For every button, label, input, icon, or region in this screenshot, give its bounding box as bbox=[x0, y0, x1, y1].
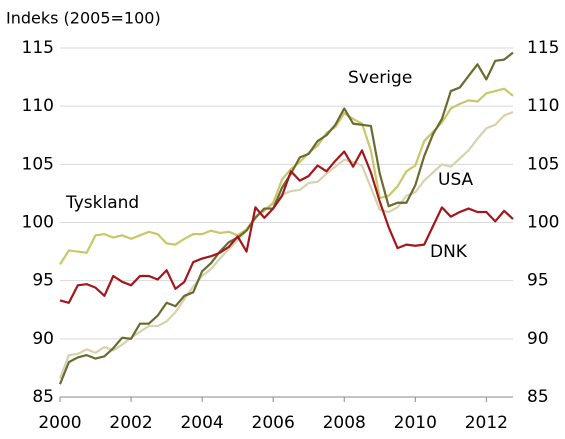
y2-tick-label: 90 bbox=[527, 329, 549, 349]
series-label: USA bbox=[438, 170, 474, 190]
y2-tick-label: 105 bbox=[527, 154, 559, 174]
y-tick-label: 95 bbox=[32, 271, 54, 291]
series-line bbox=[58, 51, 514, 385]
x-tick-label: 2008 bbox=[323, 413, 366, 433]
x-tick-label: 2000 bbox=[38, 413, 81, 433]
y2-tick-label: 95 bbox=[527, 271, 549, 291]
y-tick-label: 110 bbox=[22, 96, 54, 116]
y2-tick-label: 110 bbox=[527, 96, 559, 116]
y-tick-label: 85 bbox=[32, 387, 54, 407]
series-line bbox=[58, 110, 514, 379]
y2-tick-label: 100 bbox=[527, 213, 559, 233]
y-tick-label: 105 bbox=[22, 154, 54, 174]
x-tick-label: 2010 bbox=[394, 413, 437, 433]
series-label: DNK bbox=[430, 242, 468, 262]
series-label: Sverige bbox=[348, 68, 412, 88]
y-tick-label: 100 bbox=[22, 213, 54, 233]
y-tick-label: 90 bbox=[32, 329, 54, 349]
x-tick-label: 2002 bbox=[109, 413, 152, 433]
x-tick-label: 2012 bbox=[465, 413, 508, 433]
y2-tick-label: 115 bbox=[527, 38, 559, 58]
x-tick-label: 2004 bbox=[180, 413, 223, 433]
series-label: Tyskland bbox=[65, 193, 139, 213]
series-line bbox=[59, 149, 514, 304]
y-tick-label: 115 bbox=[22, 38, 54, 58]
y2-tick-label: 85 bbox=[527, 387, 549, 407]
y-axis-label: Indeks (2005=100) bbox=[6, 9, 161, 28]
x-tick-label: 2006 bbox=[252, 413, 295, 433]
